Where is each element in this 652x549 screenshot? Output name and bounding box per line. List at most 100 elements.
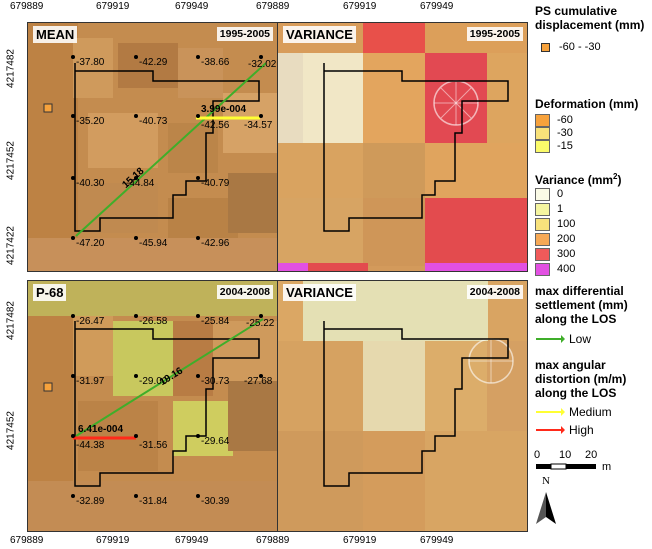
point-value: -29.00 <box>139 376 168 387</box>
point-marker <box>134 176 138 180</box>
panel-period: 2004-2008 <box>216 285 273 299</box>
variance-map-panel-2: VARIANCE 2004-2008 <box>277 280 528 532</box>
legend-var-label-1: 0 <box>557 188 564 200</box>
north-label: N <box>542 475 550 487</box>
point-marker <box>134 494 138 498</box>
point-value: -42.96 <box>201 238 230 249</box>
legend-variance-close: ) <box>617 173 622 187</box>
point-marker <box>71 434 75 438</box>
point-value: -34.57 <box>244 120 273 131</box>
legend-variance-sup: 2 <box>613 172 618 181</box>
scale-label-0: 0 <box>534 449 541 461</box>
scale-label-10: 10 <box>559 449 572 461</box>
point-marker <box>196 434 200 438</box>
point-marker <box>134 55 138 59</box>
point-marker <box>71 114 75 118</box>
scale-unit: m <box>602 461 612 473</box>
point-marker <box>196 55 200 59</box>
x-tick-top-4: 679889 <box>256 1 290 12</box>
legend-ps-range: -60 - -30 <box>559 41 601 53</box>
point-value: -35.20 <box>76 116 105 127</box>
panel-title: VARIANCE <box>283 284 356 301</box>
panel-period: 2004-2008 <box>466 285 523 299</box>
point-value: -25.22 <box>246 318 275 329</box>
point-value: -32.89 <box>76 496 105 507</box>
point-marker <box>71 314 75 318</box>
point-value: -32.02 <box>248 59 277 70</box>
panel-title: VARIANCE <box>283 26 356 43</box>
point-marker <box>196 494 200 498</box>
point-marker <box>71 374 75 378</box>
panel-title: MEAN <box>33 26 78 43</box>
point-marker <box>134 434 138 438</box>
x-tick-bottom-3: 679949 <box>175 535 209 546</box>
point-value: -30.39 <box>201 496 230 507</box>
point-marker <box>71 494 75 498</box>
legend-high-label: High <box>569 423 594 437</box>
settlement-line <box>75 62 267 237</box>
point-marker <box>71 236 75 240</box>
point-value: -45.94 <box>139 238 168 249</box>
ps-point <box>43 382 53 392</box>
point-value: -37.80 <box>76 57 105 68</box>
point-value: -44.38 <box>76 440 105 451</box>
point-value: -26.47 <box>76 316 105 327</box>
legend-def-swatch-1 <box>535 114 550 127</box>
legend-var-label-4: 200 <box>557 233 576 245</box>
point-value: -26.58 <box>139 316 168 327</box>
point-marker <box>71 55 75 59</box>
legend: PS cumulative displacement (mm) -60 - -3… <box>534 0 652 549</box>
point-value: -30.73 <box>201 376 230 387</box>
ps-point <box>43 103 53 113</box>
legend-def-swatch-2 <box>535 127 550 140</box>
point-marker <box>259 114 263 118</box>
legend-var-label-6: 400 <box>557 263 576 275</box>
point-marker <box>134 314 138 318</box>
point-value: -29.64 <box>201 436 230 447</box>
legend-medium-line <box>536 408 565 416</box>
point-value: -25.84 <box>201 316 230 327</box>
legend-medium-label: Medium <box>569 405 612 419</box>
point-value: -31.97 <box>76 376 105 387</box>
x-tick-bottom-2: 679919 <box>96 535 130 546</box>
legend-var-label-2: 1 <box>557 203 564 215</box>
scale-bar <box>536 463 596 470</box>
point-marker <box>71 176 75 180</box>
north-arrow-icon <box>536 492 556 524</box>
legend-def-swatch-3 <box>535 140 550 153</box>
legend-variance-title-text: Variance (mm <box>535 173 614 187</box>
point-marker <box>196 374 200 378</box>
p68-map-canvas: -26.47 -26.58 -25.84 -25.22 -31.97 -29.0… <box>28 281 277 531</box>
legend-def-label-2: -30 <box>557 127 573 139</box>
panel-period: 1995-2005 <box>216 27 273 41</box>
legend-deformation-title: Deformation (mm) <box>535 97 639 111</box>
building-outline <box>74 63 260 232</box>
point-marker <box>134 114 138 118</box>
building-outline <box>74 321 260 487</box>
point-value: -27.68 <box>244 376 273 387</box>
legend-settlement-title: max differential settlement (mm) along t… <box>535 284 628 326</box>
legend-var-swatch-4 <box>535 233 550 246</box>
point-marker <box>196 236 200 240</box>
panel-period: 1995-2005 <box>466 27 523 41</box>
point-marker <box>134 374 138 378</box>
x-tick-top-1: 679889 <box>10 1 44 12</box>
x-tick-top-3: 679949 <box>175 1 209 12</box>
point-value: -44.84 <box>126 178 155 189</box>
legend-low-line <box>536 335 565 343</box>
point-marker <box>196 314 200 318</box>
point-value: -42.29 <box>139 57 168 68</box>
y-tick-bottom-2: 4217452 <box>5 411 17 450</box>
point-value: -47.20 <box>76 238 105 249</box>
variance-map-canvas-1 <box>278 23 527 271</box>
point-value: -40.30 <box>76 178 105 189</box>
legend-var-swatch-2 <box>535 203 550 216</box>
point-marker <box>134 236 138 240</box>
legend-var-label-5: 300 <box>557 248 576 260</box>
point-marker <box>259 314 263 318</box>
x-tick-bottom-6: 679949 <box>420 535 454 546</box>
y-tick-top-2: 4217452 <box>5 141 17 180</box>
legend-var-label-3: 100 <box>557 218 576 230</box>
legend-var-swatch-1 <box>535 188 550 201</box>
x-tick-top-2: 679919 <box>96 1 130 12</box>
